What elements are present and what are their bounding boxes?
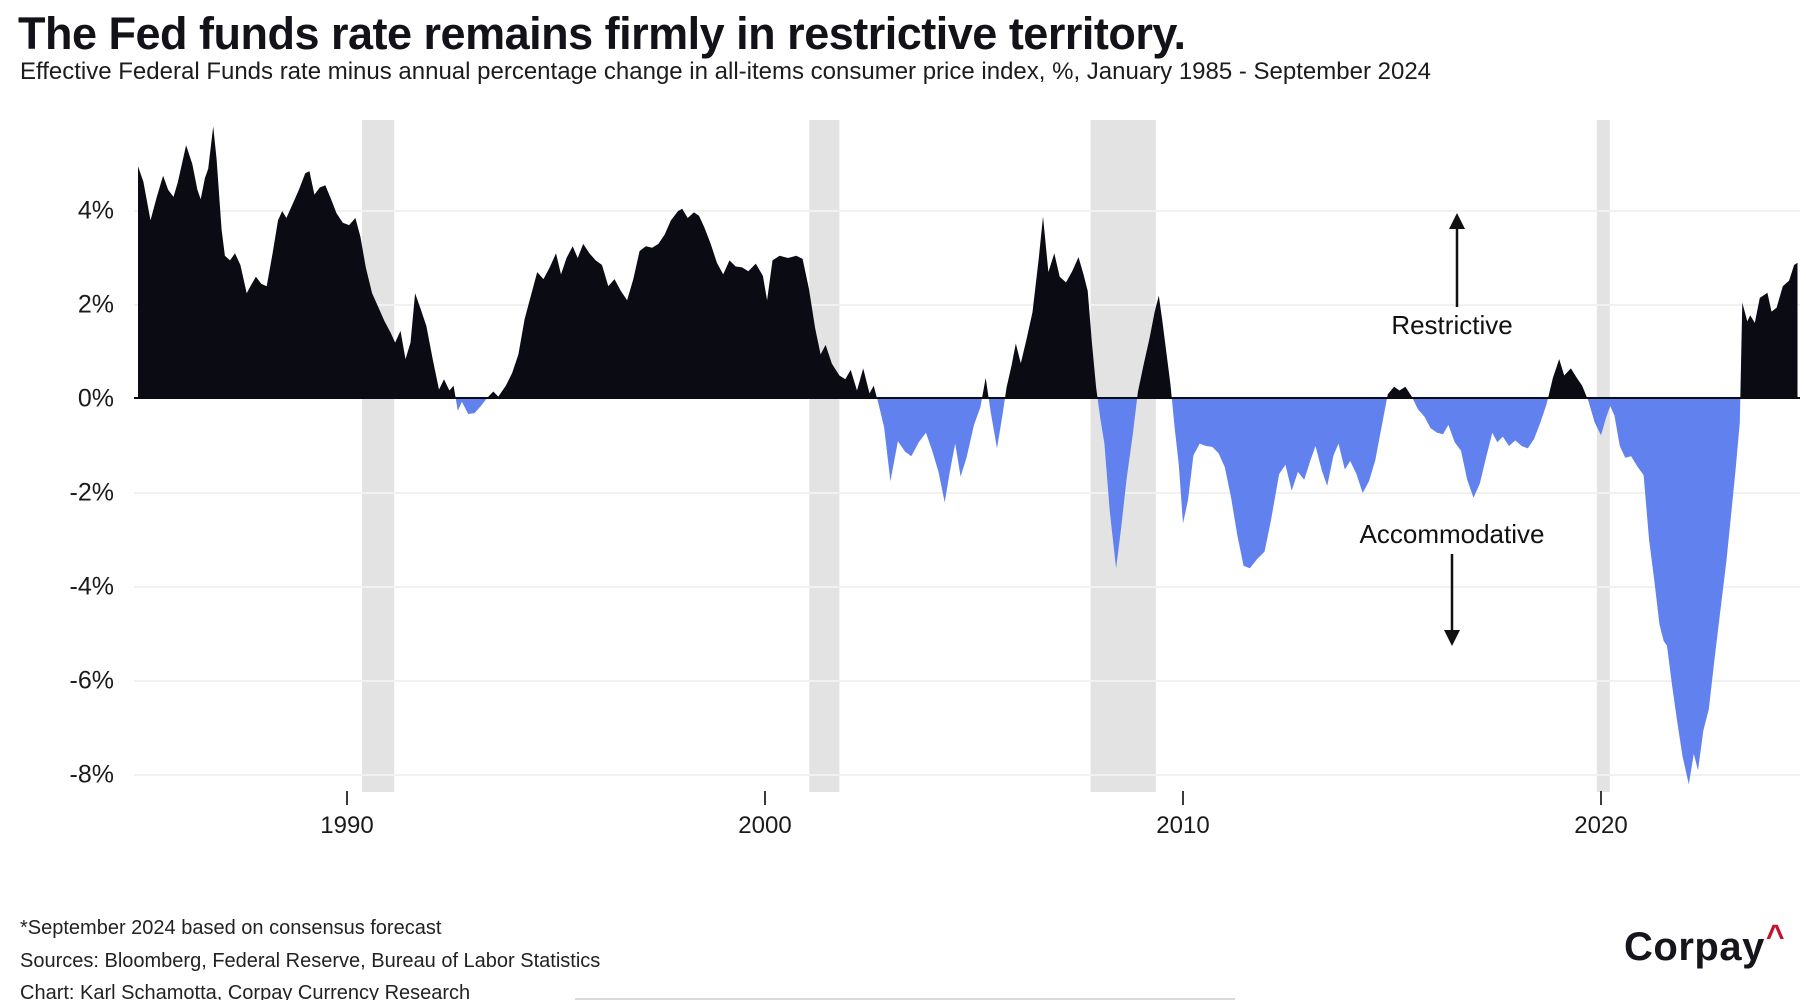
y-axis-label: -2% — [69, 478, 114, 507]
bottom-divider — [575, 998, 1235, 1000]
negative-area — [138, 399, 1798, 785]
corpay-logo-text: Corpay — [1624, 925, 1765, 969]
gridlines — [134, 210, 1800, 776]
x-axis-label: 2000 — [738, 812, 792, 839]
y-axis-label: -4% — [69, 572, 114, 601]
footnote-credit: Chart: Karl Schamotta, Corpay Currency R… — [20, 982, 471, 1000]
recession-band — [362, 120, 395, 792]
y-axis-label: 2% — [77, 290, 114, 319]
footnote-forecast: *September 2024 based on consensus forec… — [20, 917, 442, 939]
annotation-arrows — [1444, 213, 1465, 646]
y-axis-label: -8% — [69, 760, 114, 789]
recession-bands — [362, 120, 1610, 792]
recession-band — [1596, 120, 1610, 792]
footer-notes: *September 2024 based on consensus forec… — [20, 912, 600, 1000]
corpay-logo-caret: ^ — [1765, 918, 1785, 954]
recession-band — [809, 120, 840, 792]
y-axis-label: -6% — [69, 666, 114, 695]
footnote-sources: Sources: Bloomberg, Federal Reserve, Bur… — [20, 949, 601, 972]
x-axis-label: 2020 — [1574, 812, 1628, 839]
page-title: The Fed funds rate remains firmly in res… — [18, 8, 1186, 59]
up-arrow-head — [1449, 213, 1465, 229]
positive-area — [138, 126, 1798, 399]
page-subtitle: Effective Federal Funds rate minus annua… — [20, 58, 1432, 85]
accommodative-annotation: Accommodative — [1359, 519, 1545, 549]
y-axis-label: 0% — [77, 384, 114, 413]
series-areas — [138, 126, 1798, 785]
x-axis-label: 1990 — [320, 812, 374, 839]
x-axis-label: 2010 — [1156, 812, 1210, 839]
y-axis-label: 4% — [77, 196, 114, 225]
axis-lines — [134, 397, 1800, 805]
down-arrow-head — [1444, 630, 1460, 646]
corpay-logo: Corpay^ — [1624, 918, 1784, 970]
restrictive-annotation: Restrictive — [1391, 310, 1513, 340]
